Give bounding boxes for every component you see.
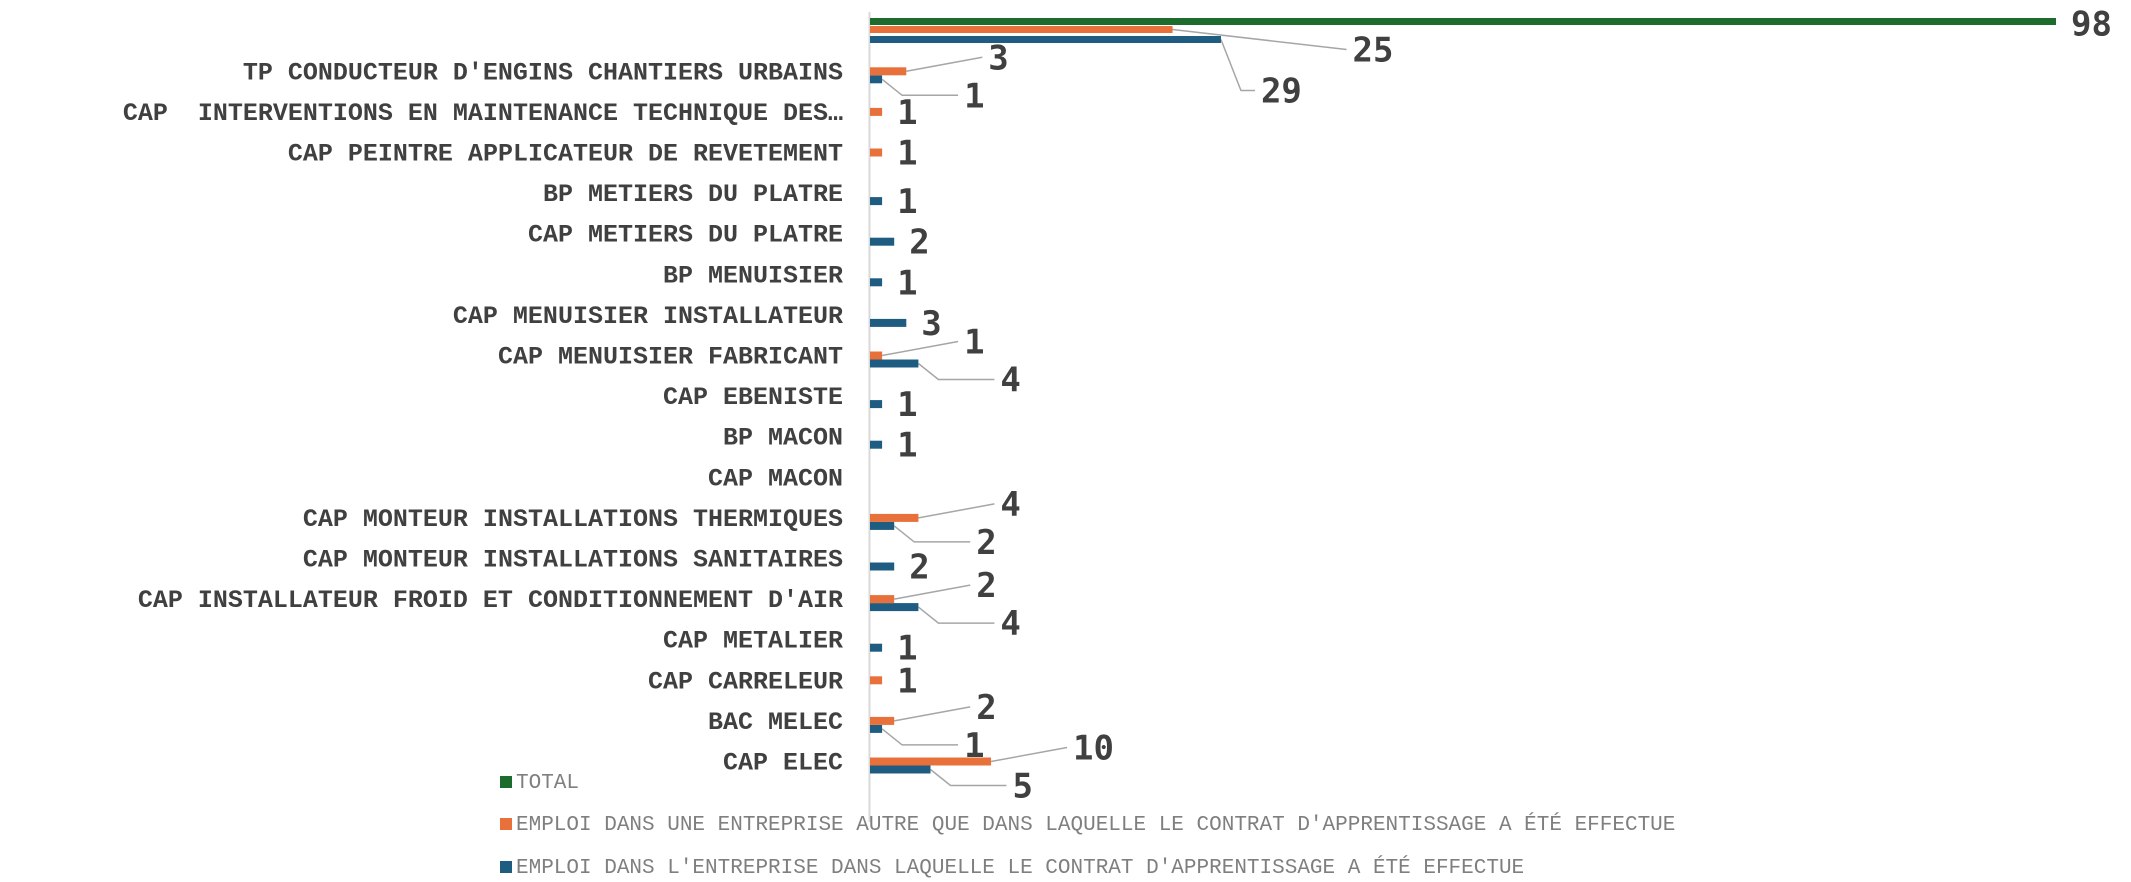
- leader-line: [894, 706, 971, 722]
- value-label: 2: [976, 688, 996, 728]
- category-label: CAP METIERS DU PLATRE: [528, 221, 843, 250]
- legend-label-same-company: EMPLOI DANS L'ENTREPRISE DANS LAQUELLE L…: [516, 857, 1525, 880]
- category-label: BP MENUISIER: [663, 261, 843, 290]
- value-label: 2: [976, 566, 996, 606]
- bar: [870, 318, 907, 327]
- bar: [870, 278, 883, 287]
- category-label: CAP MONTEUR INSTALLATIONS SANITAIRES: [303, 546, 843, 575]
- leader-line: [1172, 28, 1347, 51]
- value-label: 4: [1000, 361, 1020, 401]
- category-label: CAP EBENISTE: [663, 383, 843, 412]
- value-label: 98: [2071, 5, 2112, 45]
- legend-swatch-same-company: [500, 861, 512, 873]
- leader-line: [990, 746, 1068, 763]
- bar: [870, 197, 883, 206]
- value-label: 2: [976, 523, 996, 563]
- value-label: 3: [988, 38, 1008, 78]
- value-label: 29: [1261, 72, 1302, 112]
- leader-line: [894, 584, 971, 600]
- bar: [870, 676, 883, 685]
- bar: [870, 107, 883, 116]
- leader-line: [881, 78, 959, 97]
- bar: [870, 643, 883, 652]
- category-label: CAP MENUISIER FABRICANT: [498, 343, 843, 372]
- bar: [870, 18, 2056, 25]
- bar: [870, 359, 919, 368]
- bar: [870, 351, 883, 360]
- value-label: 10: [1073, 729, 1114, 769]
- value-label: 1: [964, 76, 984, 116]
- leader-line: [881, 340, 959, 357]
- value-label: 1: [964, 726, 984, 766]
- value-label: 1: [897, 426, 917, 466]
- value-label: 25: [1353, 31, 1394, 71]
- bar: [870, 75, 883, 84]
- bar: [870, 36, 1221, 43]
- leader-line: [1220, 39, 1255, 92]
- value-label: 1: [897, 629, 917, 669]
- bar: [870, 513, 919, 522]
- value-label: 5: [1013, 767, 1033, 807]
- leader-line: [881, 728, 959, 746]
- value-label: 2: [909, 223, 929, 263]
- bar: [870, 521, 895, 530]
- bar: [870, 440, 883, 449]
- bar: [870, 562, 895, 571]
- bar: [870, 757, 992, 766]
- category-label: CAP PEINTRE APPLICATEUR DE REVETEMENT: [288, 140, 843, 169]
- bar: [870, 400, 883, 409]
- category-label: CAP MACON: [708, 464, 843, 493]
- category-label: CAP METALIER: [663, 627, 843, 656]
- category-label: CAP INTERVENTIONS EN MAINTENANCE TECHNIQ…: [123, 99, 843, 128]
- legend-swatch-total: [500, 776, 512, 788]
- bar: [870, 765, 931, 774]
- category-label: BP METIERS DU PLATRE: [543, 180, 843, 209]
- legend-item-same-company: EMPLOI DANS L'ENTREPRISE DANS LAQUELLE L…: [500, 857, 1524, 880]
- value-label: 1: [964, 323, 984, 363]
- leader-lines: [881, 28, 1347, 787]
- bar: [870, 237, 895, 246]
- leader-line: [917, 606, 995, 624]
- value-label: 1: [897, 385, 917, 425]
- category-label: BP MACON: [723, 424, 843, 453]
- leader-line: [918, 503, 995, 519]
- category-label: CAP INSTALLATEUR FROID ET CONDITIONNEMEN…: [138, 586, 843, 615]
- category-label: CAP ELEC: [723, 749, 843, 778]
- category-label: BAC MELEC: [708, 708, 843, 737]
- value-label: 2: [909, 548, 929, 588]
- value-label: 4: [1000, 604, 1020, 644]
- leader-line: [917, 362, 995, 381]
- legend-label-total: TOTAL: [516, 772, 580, 795]
- bar: [870, 724, 883, 733]
- bars: [870, 18, 2056, 774]
- leader-line: [906, 56, 983, 73]
- leader-line: [893, 525, 971, 543]
- value-label: 1: [897, 661, 917, 701]
- category-label: TP CONDUCTEUR D'ENGINS CHANTIERS URBAINS: [243, 58, 843, 87]
- category-label: CAP MONTEUR INSTALLATIONS THERMIQUES: [303, 505, 843, 534]
- value-label: 1: [897, 93, 917, 133]
- category-labels: CAP ELEC BAC MELEC CAP CARRELEUR CAP METALI…: [123, 58, 843, 777]
- legend-label-other-company: EMPLOI DANS UNE ENTREPRISE AUTRE QUE DAN…: [516, 814, 1676, 837]
- legend-item-total: TOTAL: [500, 772, 579, 795]
- bar: [870, 26, 1173, 33]
- value-label: 1: [897, 263, 917, 303]
- bar: [870, 595, 895, 604]
- bar: [870, 603, 919, 612]
- bar: [870, 67, 907, 76]
- legend-item-other-company: EMPLOI DANS UNE ENTREPRISE AUTRE QUE DAN…: [500, 814, 1675, 837]
- category-label: CAP MENUISIER INSTALLATEUR: [453, 302, 843, 331]
- leader-line: [930, 768, 1007, 787]
- bar: [870, 716, 895, 725]
- value-label: 4: [1000, 485, 1020, 525]
- bar: [870, 148, 883, 157]
- value-label: 1: [897, 134, 917, 174]
- value-label: 1: [897, 182, 917, 222]
- legend-swatch-other-company: [500, 818, 512, 830]
- value-label: 3: [921, 304, 941, 344]
- category-label: CAP CARRELEUR: [648, 667, 843, 696]
